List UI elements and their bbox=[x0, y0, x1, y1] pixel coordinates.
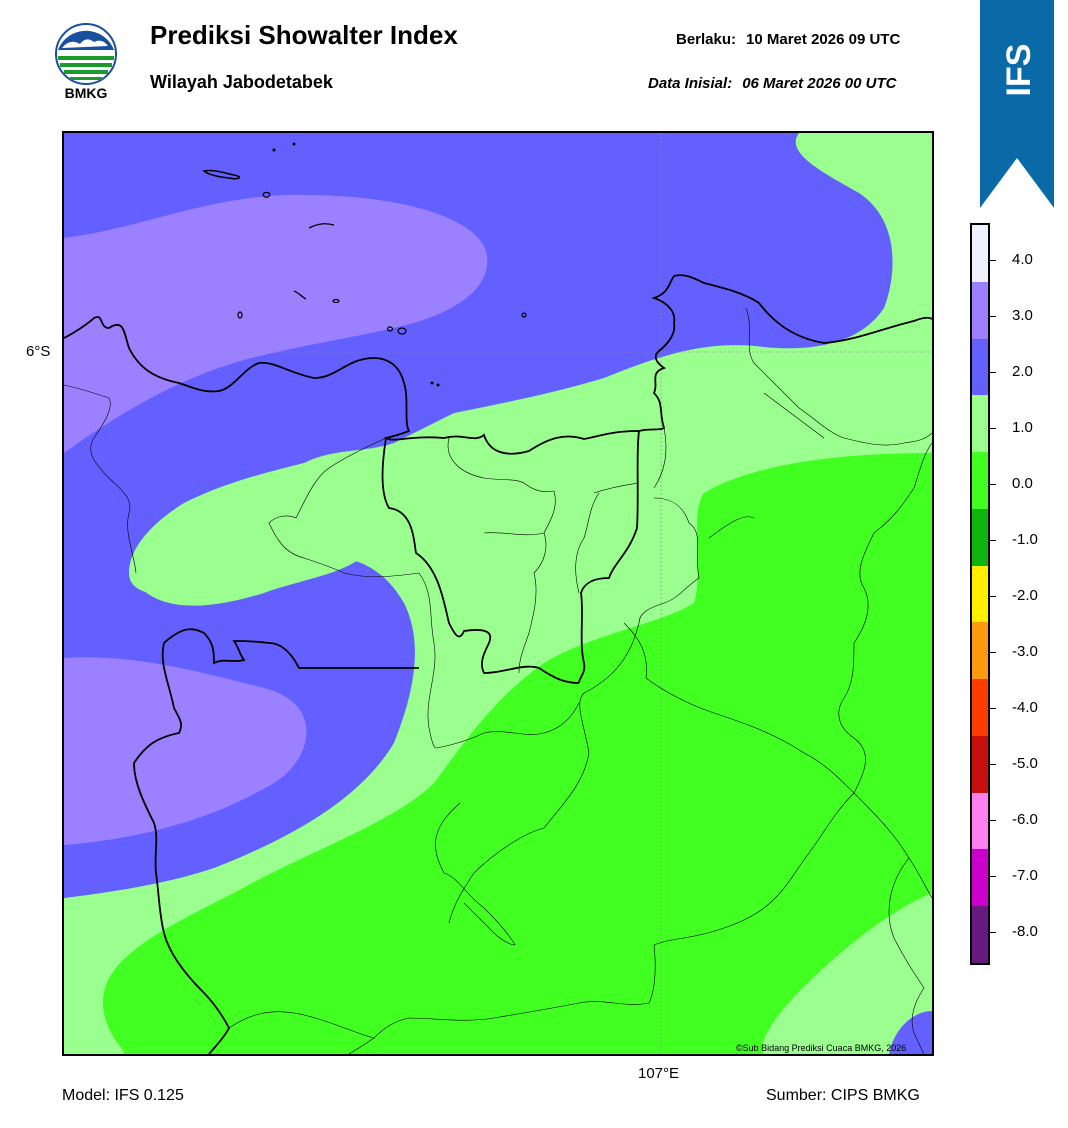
colorbar-tick bbox=[990, 820, 996, 821]
colorbar-tick bbox=[990, 764, 996, 765]
island-13 bbox=[292, 142, 296, 146]
colorbar-tick bbox=[990, 260, 996, 261]
colorbar-tick-label: 4.0 bbox=[1012, 251, 1033, 268]
boundary-jakarta-east bbox=[578, 430, 640, 684]
showalter-index-map bbox=[64, 133, 932, 1054]
colorbar bbox=[970, 223, 990, 965]
island-11 bbox=[436, 383, 440, 387]
colorbar-segment bbox=[972, 452, 988, 510]
island-7 bbox=[397, 327, 407, 335]
island-12 bbox=[272, 148, 276, 152]
island-5 bbox=[332, 298, 340, 304]
ifs-banner-label: IFS bbox=[1000, 44, 1038, 97]
map-copyright: ©Sub Bidang Prediksi Cuaca BMKG, 2026 bbox=[736, 1043, 907, 1053]
colorbar-tick-label: -6.0 bbox=[1012, 811, 1038, 828]
colorbar-tick-label: -8.0 bbox=[1012, 923, 1038, 940]
colorbar-segment bbox=[972, 508, 988, 567]
valid-time-row: Berlaku: 10 Maret 2026 09 UTC bbox=[676, 31, 900, 48]
colorbar-tick-label: -1.0 bbox=[1012, 531, 1038, 548]
svg-text:IFS: IFS bbox=[1000, 44, 1038, 97]
colorbar-segment bbox=[972, 281, 988, 340]
init-time-row: Data Inisial: 06 Maret 2026 00 UTC bbox=[648, 75, 896, 92]
colorbar-segment bbox=[972, 906, 988, 964]
page-title: Prediksi Showalter Index bbox=[150, 20, 458, 50]
colorbar-tick-label: -4.0 bbox=[1012, 699, 1038, 716]
colorbar-tick bbox=[990, 372, 996, 373]
valid-value: 10 Maret 2026 09 UTC bbox=[746, 31, 901, 48]
colorbar-tick bbox=[990, 428, 996, 429]
colorbar-segment bbox=[972, 849, 988, 907]
colorbar-tick-label: 0.0 bbox=[1012, 475, 1033, 492]
valid-label: Berlaku: bbox=[676, 31, 737, 48]
colorbar-segment bbox=[972, 225, 988, 283]
colorbar-tick-label: 2.0 bbox=[1012, 363, 1033, 380]
district-boundaries bbox=[64, 307, 932, 1054]
island-2 bbox=[262, 191, 271, 198]
colorbar-segment bbox=[972, 622, 988, 680]
colorbar-tick bbox=[990, 596, 996, 597]
zone-lightgreen-west bbox=[129, 478, 376, 606]
colorbar-tick bbox=[990, 316, 996, 317]
coastline-north bbox=[64, 274, 932, 455]
colorbar-segment bbox=[972, 565, 988, 623]
colorbar-tick bbox=[990, 484, 996, 485]
longitude-label: 107°E bbox=[638, 1065, 680, 1082]
colorbar-segment bbox=[972, 395, 988, 453]
boundary-banten bbox=[133, 628, 419, 1054]
colorbar-tick-label: -2.0 bbox=[1012, 587, 1038, 604]
zone-lavender-north bbox=[64, 194, 488, 453]
island-8 bbox=[386, 326, 394, 332]
init-label: Data Inisial: bbox=[648, 75, 733, 92]
init-value: 06 Maret 2026 00 UTC bbox=[742, 75, 897, 92]
source-label: Sumber: CIPS BMKG bbox=[766, 1087, 920, 1104]
page-subtitle: Wilayah Jabodetabek bbox=[150, 72, 333, 92]
logo-text: BMKG bbox=[64, 85, 108, 101]
colorbar-tick bbox=[990, 540, 996, 541]
bmkg-logo-icon bbox=[55, 23, 117, 85]
boundary-jakarta-west bbox=[381, 437, 580, 684]
island-10 bbox=[430, 381, 434, 385]
island-1 bbox=[202, 169, 241, 180]
colorbar-tick-label: -7.0 bbox=[1012, 867, 1038, 884]
colorbar-tick-label: -5.0 bbox=[1012, 755, 1038, 772]
zone-lightgreen-southeast bbox=[762, 893, 932, 1054]
colorbar-segment bbox=[972, 792, 988, 850]
zone-lavender-south bbox=[64, 657, 307, 845]
zone-green-southeast bbox=[102, 453, 932, 1054]
model-label: Model: IFS 0.125 bbox=[62, 1087, 184, 1104]
colorbar-segment bbox=[972, 338, 988, 396]
colorbar-tick-label: 3.0 bbox=[1012, 307, 1033, 324]
colorbar-tick bbox=[990, 876, 996, 877]
colorbar-segment bbox=[972, 679, 988, 737]
colorbar-tick-label: 1.0 bbox=[1012, 419, 1033, 436]
ifs-banner-icon bbox=[980, 0, 1054, 208]
zone-blue-southeast bbox=[889, 1011, 932, 1054]
colorbar-tick bbox=[990, 708, 996, 709]
colorbar-segment bbox=[972, 735, 988, 794]
colorbar-tick bbox=[990, 652, 996, 653]
island-4 bbox=[293, 290, 307, 300]
island-6 bbox=[237, 311, 243, 319]
island-9 bbox=[521, 312, 527, 318]
island-3 bbox=[308, 223, 335, 229]
map-panel: ©Sub Bidang Prediksi Cuaca BMKG, 2026 bbox=[62, 131, 934, 1056]
colorbar-tick bbox=[990, 932, 996, 933]
colorbar-tick-label: -3.0 bbox=[1012, 643, 1038, 660]
latitude-label: 6°S bbox=[26, 343, 51, 360]
